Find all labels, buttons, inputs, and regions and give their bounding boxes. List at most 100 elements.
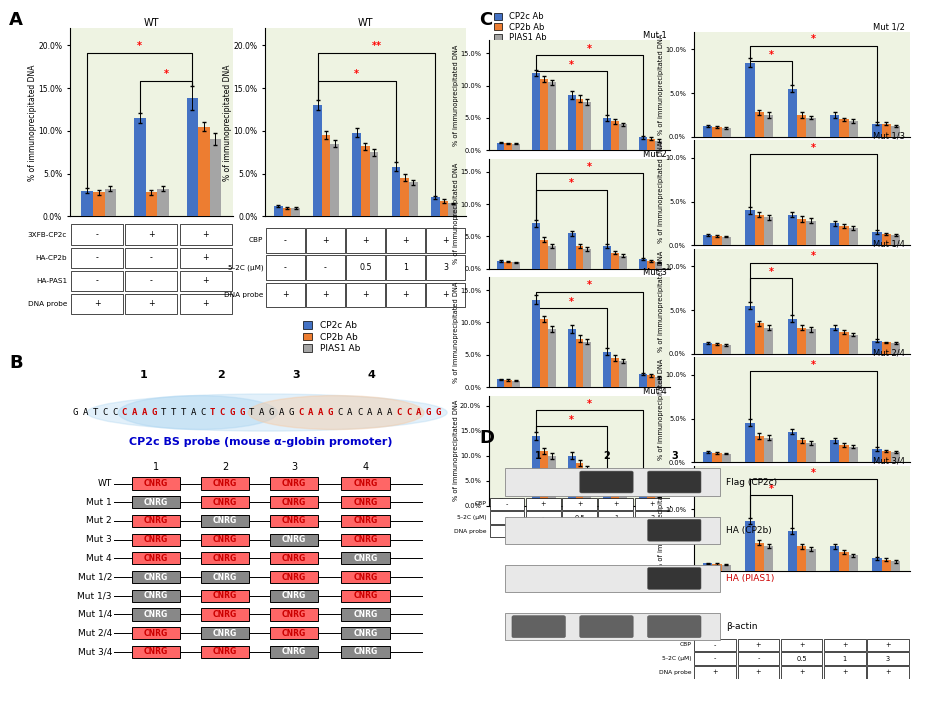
Bar [839, 445, 848, 462]
FancyBboxPatch shape [270, 646, 318, 658]
Bar [322, 135, 331, 216]
FancyBboxPatch shape [648, 471, 701, 493]
Text: CNRG: CNRG [282, 498, 306, 507]
Bar [533, 223, 540, 269]
Text: Mut 1/3: Mut 1/3 [873, 131, 905, 140]
FancyBboxPatch shape [201, 552, 250, 564]
Text: CNRG: CNRG [213, 535, 237, 544]
Bar [619, 481, 627, 506]
Bar [584, 342, 591, 387]
Text: 3: 3 [650, 515, 654, 520]
Text: +: + [842, 669, 847, 676]
Text: *: * [137, 41, 142, 51]
Bar [603, 352, 612, 387]
Text: +: + [402, 290, 409, 299]
FancyBboxPatch shape [132, 571, 180, 584]
FancyBboxPatch shape [342, 477, 389, 490]
FancyBboxPatch shape [648, 519, 701, 541]
Text: Mut 2: Mut 2 [643, 150, 667, 159]
Bar [703, 564, 712, 571]
FancyBboxPatch shape [342, 533, 389, 546]
Bar [584, 250, 591, 269]
Bar [830, 223, 839, 245]
Text: CNRG: CNRG [213, 647, 237, 657]
FancyBboxPatch shape [201, 608, 250, 620]
Bar [639, 491, 647, 506]
Text: *: * [811, 143, 816, 153]
FancyBboxPatch shape [306, 255, 344, 280]
Bar [575, 463, 584, 506]
Text: Mut 1/4: Mut 1/4 [873, 240, 905, 249]
Bar [104, 189, 116, 216]
Text: C: C [122, 408, 128, 417]
Text: 1: 1 [614, 515, 618, 520]
Text: Mut 1: Mut 1 [643, 31, 667, 40]
Text: G: G [239, 408, 245, 417]
Bar [533, 300, 540, 387]
FancyBboxPatch shape [132, 515, 180, 527]
Bar [505, 143, 512, 150]
Bar [712, 235, 722, 245]
Bar [755, 215, 764, 245]
Bar [370, 152, 378, 216]
Text: B: B [9, 354, 23, 372]
Text: C: C [102, 408, 108, 417]
Text: CNRG: CNRG [353, 516, 378, 525]
Text: +: + [799, 642, 804, 648]
Text: C: C [406, 408, 412, 417]
Bar [755, 436, 764, 462]
Bar [797, 115, 806, 137]
FancyBboxPatch shape [306, 228, 344, 252]
Text: Mut 1/4: Mut 1/4 [77, 610, 112, 619]
Bar [654, 262, 663, 269]
Bar [712, 452, 722, 462]
Y-axis label: % of immunoprecipitated DNA: % of immunoprecipitated DNA [452, 281, 459, 383]
Bar [806, 549, 816, 571]
Text: +: + [577, 528, 582, 535]
Text: -: - [96, 277, 99, 286]
Text: HA (CP2b): HA (CP2b) [726, 526, 772, 535]
Y-axis label: % of immunoprecipitated DNA: % of immunoprecipitated DNA [657, 34, 664, 135]
Bar [512, 501, 520, 506]
Text: CNRG: CNRG [282, 479, 306, 488]
Text: -: - [714, 642, 716, 648]
FancyBboxPatch shape [426, 228, 465, 252]
Bar [830, 328, 839, 354]
Text: CNRG: CNRG [213, 479, 237, 488]
Bar [745, 521, 755, 571]
Text: Mut 2/4: Mut 2/4 [77, 629, 112, 637]
Text: +: + [322, 236, 329, 245]
Text: *: * [587, 398, 592, 409]
Text: 0.5: 0.5 [359, 263, 371, 272]
Text: C: C [479, 11, 492, 28]
FancyBboxPatch shape [132, 496, 180, 508]
FancyBboxPatch shape [342, 552, 389, 564]
Bar [872, 123, 882, 137]
Text: CNRG: CNRG [282, 554, 306, 563]
Text: CBP: CBP [475, 501, 487, 506]
Text: CP2c BS probe (mouse α-globin promoter): CP2c BS probe (mouse α-globin promoter) [128, 437, 393, 447]
FancyBboxPatch shape [270, 496, 318, 508]
Bar [505, 262, 512, 269]
Text: CBP: CBP [680, 642, 692, 647]
Bar [872, 450, 882, 462]
Text: +: + [94, 299, 101, 308]
Bar [612, 358, 619, 387]
FancyBboxPatch shape [505, 517, 720, 544]
Text: +: + [202, 277, 209, 286]
FancyBboxPatch shape [737, 639, 779, 651]
Bar [882, 342, 891, 354]
Bar [891, 562, 900, 571]
Bar [745, 423, 755, 462]
Bar [81, 191, 93, 216]
Text: +: + [148, 299, 155, 308]
Text: Mut 1/2: Mut 1/2 [77, 573, 112, 581]
Text: CNRG: CNRG [213, 591, 237, 601]
Text: +: + [202, 299, 209, 308]
FancyBboxPatch shape [266, 228, 304, 252]
Text: +: + [402, 236, 409, 245]
Text: +: + [650, 528, 654, 535]
FancyBboxPatch shape [132, 477, 180, 490]
Bar [891, 452, 900, 462]
Bar [209, 140, 222, 216]
